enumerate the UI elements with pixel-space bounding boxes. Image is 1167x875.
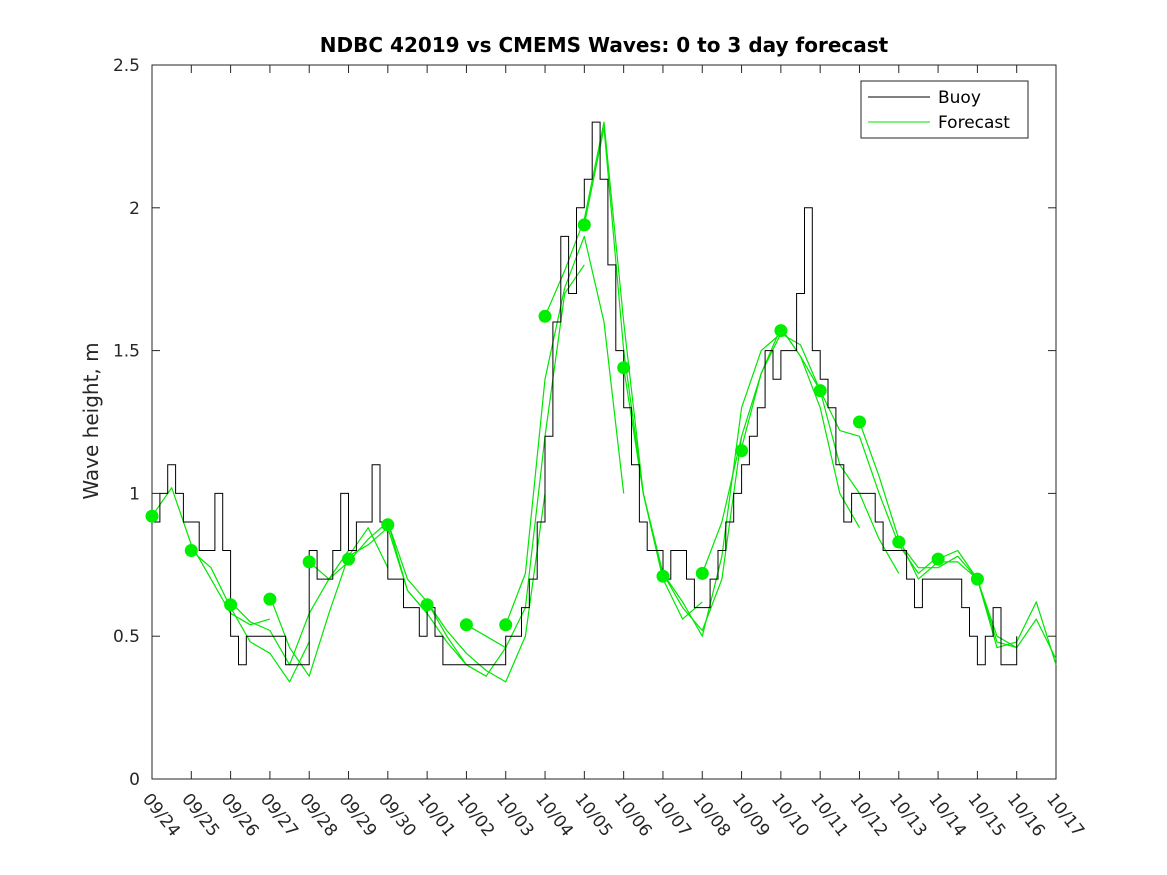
forecast-start-marker	[381, 518, 395, 532]
x-tick-label: 10/12	[846, 790, 892, 841]
x-tick-label: 10/15	[963, 790, 1009, 841]
buoy-line	[152, 121, 1018, 666]
x-tick-label: 09/29	[335, 790, 381, 841]
forecast-start-marker	[459, 618, 473, 632]
x-tick-label: 10/14	[924, 790, 970, 841]
forecast-start-marker	[263, 592, 277, 606]
forecast-line-7	[426, 493, 546, 683]
forecast-start-marker	[538, 309, 552, 323]
y-tick-label: 0	[129, 770, 140, 790]
x-tick-label: 10/02	[452, 790, 498, 841]
forecast-start-marker	[695, 566, 709, 580]
x-tick-label: 10/07	[649, 790, 695, 841]
forecast-start-marker	[853, 415, 866, 429]
x-tick-label: 09/27	[256, 790, 302, 841]
forecast-start-marker	[499, 618, 513, 632]
plot-area	[151, 64, 1057, 780]
forecast-start-marker	[302, 555, 316, 569]
forecast-start-marker	[224, 598, 238, 612]
forecast-start-marker	[892, 535, 906, 549]
forecast-start-marker	[774, 324, 788, 338]
forecast-line-19	[898, 541, 1017, 649]
forecast-start-marker	[735, 444, 749, 458]
x-tick-label: 10/03	[492, 790, 538, 841]
forecast-line-12	[623, 367, 743, 632]
buoy-line-group	[152, 121, 1018, 666]
chart-title: NDBC 42019 vs CMEMS Waves: 0 to 3 day fo…	[320, 33, 889, 57]
forecast-start-markers	[145, 218, 984, 632]
y-tick-label: 2	[129, 199, 140, 219]
x-tick-label: 10/16	[1003, 790, 1049, 841]
forecast-start-marker	[931, 552, 945, 566]
forecast-line-18	[858, 421, 978, 580]
forecast-line-20	[937, 549, 1057, 665]
x-tick-label: 09/25	[177, 790, 223, 841]
x-tick-label: 10/13	[885, 790, 931, 841]
forecast-line-1	[190, 550, 310, 683]
forecast-line-9	[505, 235, 625, 626]
legend-box	[860, 80, 1029, 139]
x-tick-label: 09/26	[217, 790, 263, 841]
forecast-line-13	[662, 333, 782, 637]
forecast-start-marker	[617, 361, 631, 375]
forecast-start-marker	[184, 544, 198, 557]
x-tick-label: 09/28	[295, 790, 341, 841]
y-tick-label: 2.5	[113, 56, 140, 76]
forecast-line-5	[348, 527, 467, 666]
forecast-start-marker	[813, 384, 827, 398]
forecast-line-6	[387, 521, 507, 677]
legend-buoy-label: Buoy	[938, 88, 981, 108]
y-axis-label: Wave height, m	[79, 342, 103, 499]
forecast-start-marker	[656, 569, 670, 583]
forecast-line-3	[269, 527, 389, 677]
forecast-line-17	[819, 390, 939, 575]
y-tick-label: 0.5	[113, 627, 140, 647]
forecast-start-marker	[577, 218, 591, 232]
forecast-start-marker	[145, 509, 159, 523]
forecast-start-marker	[970, 572, 984, 586]
x-tick-label: 10/17	[1042, 790, 1088, 841]
x-tick-label: 10/09	[728, 790, 774, 841]
forecast-start-marker	[342, 552, 355, 566]
legend: Buoy Forecast	[860, 80, 1029, 139]
forecast-line-0	[151, 487, 271, 626]
legend-forecast-label: Forecast	[938, 113, 1010, 133]
x-tick-label: 10/05	[570, 790, 616, 841]
y-tick-label: 1.5	[113, 342, 140, 362]
forecast-start-marker	[420, 598, 434, 612]
y-tick-label: 1	[129, 484, 140, 504]
x-tick-label: 10/08	[688, 790, 734, 841]
x-tick-label: 10/01	[413, 790, 459, 841]
x-tick-label: 10/11	[806, 790, 852, 841]
x-tick-label: 09/24	[138, 790, 184, 841]
x-tick-label: 10/04	[531, 790, 577, 841]
x-tick-label: 09/30	[374, 790, 420, 841]
y-axis-ticks: 0 0.5 1 1.5 2 2.5	[113, 56, 1056, 790]
x-tick-label: 10/10	[767, 790, 813, 841]
x-tick-label: 10/06	[610, 790, 656, 841]
